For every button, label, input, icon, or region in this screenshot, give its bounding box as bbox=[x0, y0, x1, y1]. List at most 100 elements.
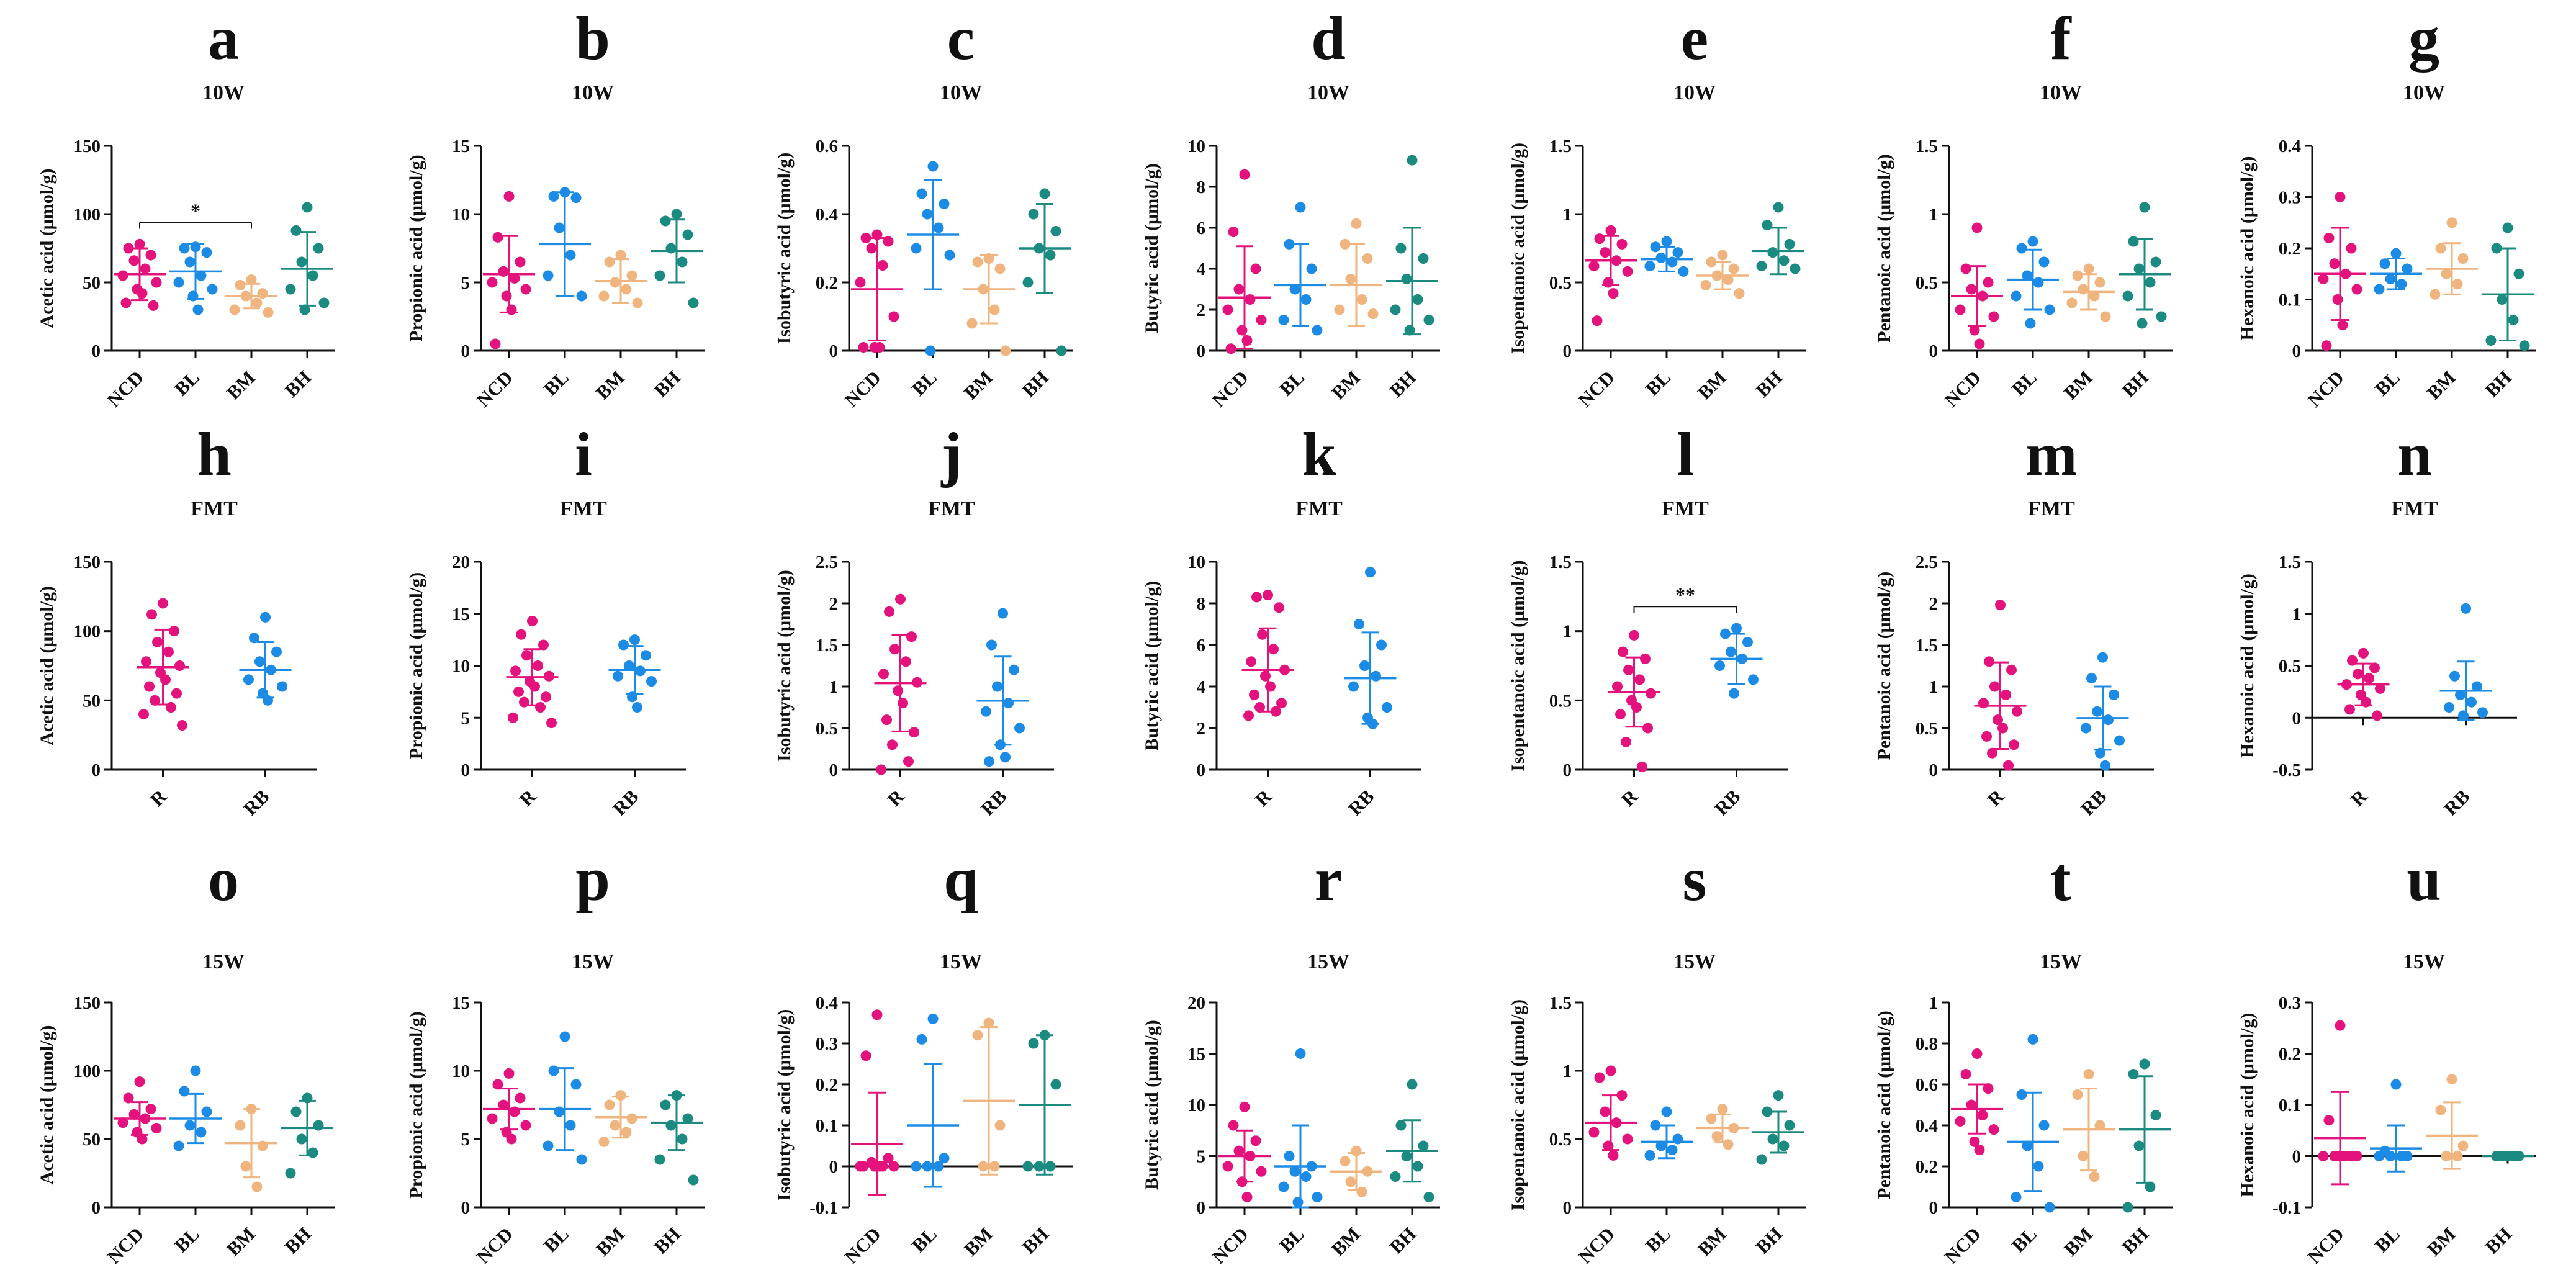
y-tick-label: 0 bbox=[1929, 341, 1939, 361]
x-category-label: RB bbox=[608, 785, 642, 819]
data-point-bl bbox=[1655, 1140, 1667, 1151]
panel-title: FMT bbox=[2028, 497, 2075, 520]
data-point-bl bbox=[1650, 1120, 1661, 1131]
data-point-bm bbox=[2446, 1074, 2457, 1085]
y-axis-label: Hexanoic acid (μmol/g) bbox=[2237, 1013, 2258, 1197]
x-category-label: BM bbox=[222, 1223, 259, 1260]
data-point-r bbox=[1263, 590, 1273, 601]
data-point-ncd bbox=[1588, 1127, 1600, 1138]
data-point-bh bbox=[1767, 1133, 1778, 1145]
x-category-label: R bbox=[1983, 785, 2009, 811]
data-point-r bbox=[901, 656, 911, 667]
panel-title: 10W bbox=[572, 81, 614, 104]
data-point-bh bbox=[307, 1147, 318, 1158]
data-point-bh bbox=[1762, 220, 1773, 231]
panel-title: FMT bbox=[560, 497, 607, 520]
x-category-label: NCD bbox=[1574, 366, 1619, 411]
data-point-ncd bbox=[1256, 315, 1267, 325]
y-tick-label: 0 bbox=[1197, 1198, 1206, 1218]
x-category-label: BH bbox=[2118, 366, 2153, 401]
data-point-r bbox=[1987, 747, 1997, 759]
x-category-label: BH bbox=[1018, 366, 1053, 401]
y-tick-label: 1 bbox=[1929, 993, 1939, 1013]
data-point-bl bbox=[1312, 1192, 1323, 1202]
data-point-ncd bbox=[866, 243, 877, 254]
data-point-r bbox=[2012, 706, 2022, 717]
data-point-ncd bbox=[503, 1068, 515, 1079]
data-point-bl bbox=[927, 161, 939, 172]
panel-title: 10W bbox=[940, 81, 982, 104]
x-category-label: BL bbox=[1275, 366, 1308, 400]
data-point-r bbox=[1618, 646, 1628, 657]
data-point-bm bbox=[2435, 1104, 2446, 1115]
y-tick-label: 0 bbox=[1197, 341, 1206, 361]
data-point-rb bbox=[618, 639, 629, 651]
data-point-r bbox=[1978, 698, 1989, 709]
data-point-bh bbox=[1390, 304, 1401, 315]
data-point-rb bbox=[2466, 696, 2477, 708]
data-point-ncd bbox=[2337, 320, 2348, 331]
data-point-ncd bbox=[2335, 1020, 2346, 1031]
y-tick-label: 0 bbox=[1929, 760, 1939, 780]
data-point-bl bbox=[2396, 279, 2407, 290]
data-point-r bbox=[1612, 681, 1623, 692]
data-point-bh bbox=[1423, 1192, 1434, 1202]
panel-letter: b bbox=[575, 4, 610, 73]
data-point-r bbox=[1246, 656, 1256, 667]
data-point-rb bbox=[2100, 760, 2110, 771]
data-point-ncd bbox=[120, 297, 132, 308]
data-point-ncd bbox=[1616, 238, 1628, 250]
data-point-ncd bbox=[148, 300, 159, 311]
data-point-bl bbox=[187, 290, 199, 302]
data-point-r bbox=[1254, 702, 1265, 713]
data-point-ncd bbox=[1969, 325, 1980, 336]
panel-letter: n bbox=[2397, 420, 2432, 489]
data-point-ncd bbox=[123, 243, 134, 254]
data-point-r bbox=[1615, 709, 1626, 720]
y-tick-label: 1 bbox=[1563, 205, 1572, 225]
data-point-ncd bbox=[2321, 340, 2332, 351]
data-point-bl bbox=[2022, 270, 2033, 281]
data-point-ncd bbox=[2329, 258, 2340, 269]
y-tick-label: 0 bbox=[1197, 760, 1206, 780]
y-tick-label: 0.3 bbox=[2279, 993, 2301, 1013]
data-point-ncd bbox=[1233, 1145, 1245, 1156]
data-point-bm bbox=[604, 256, 615, 268]
data-point-bl bbox=[184, 1120, 196, 1131]
data-point-r bbox=[1637, 762, 1647, 773]
data-point-bm bbox=[246, 274, 257, 286]
data-point-r bbox=[150, 695, 160, 706]
data-point-bm bbox=[972, 256, 983, 268]
data-point-r bbox=[889, 644, 900, 655]
y-axis-label: Hexanoic acid (μmol/g) bbox=[2237, 156, 2258, 341]
data-point-bl bbox=[179, 243, 190, 254]
y-tick-label: 0.1 bbox=[816, 1116, 838, 1136]
data-point-bm bbox=[626, 270, 637, 281]
data-point-ncd bbox=[1974, 1145, 1985, 1156]
data-point-bl bbox=[2038, 256, 2050, 268]
data-point-r bbox=[876, 764, 886, 775]
data-point-rb bbox=[1371, 670, 1381, 682]
panel-letter: a bbox=[208, 4, 239, 73]
data-point-ncd bbox=[2346, 243, 2357, 254]
data-point-bh bbox=[1423, 315, 1434, 325]
data-point-bm bbox=[2072, 270, 2083, 281]
y-tick-label: 0.1 bbox=[2279, 1096, 2301, 1115]
panel-title: 10W bbox=[2403, 81, 2445, 104]
data-point-bm bbox=[2072, 1089, 2083, 1100]
x-category-label: BH bbox=[2481, 366, 2516, 401]
data-point-bh bbox=[654, 1154, 665, 1165]
data-point-ncd bbox=[137, 1133, 148, 1145]
data-point-r bbox=[535, 702, 546, 713]
data-point-bl bbox=[944, 250, 955, 261]
data-point-r bbox=[1981, 731, 1992, 742]
panel-letter: g bbox=[2408, 4, 2439, 73]
data-point-r bbox=[1642, 723, 1653, 734]
y-tick-label: 1 bbox=[1563, 622, 1572, 642]
x-category-label: RB bbox=[2439, 785, 2474, 819]
data-point-ncd bbox=[1955, 1115, 1966, 1127]
data-point-bh bbox=[1022, 277, 1034, 288]
y-tick-label: 150 bbox=[74, 993, 101, 1013]
panel-title: FMT bbox=[928, 497, 975, 520]
data-point-bm bbox=[1728, 263, 1739, 274]
